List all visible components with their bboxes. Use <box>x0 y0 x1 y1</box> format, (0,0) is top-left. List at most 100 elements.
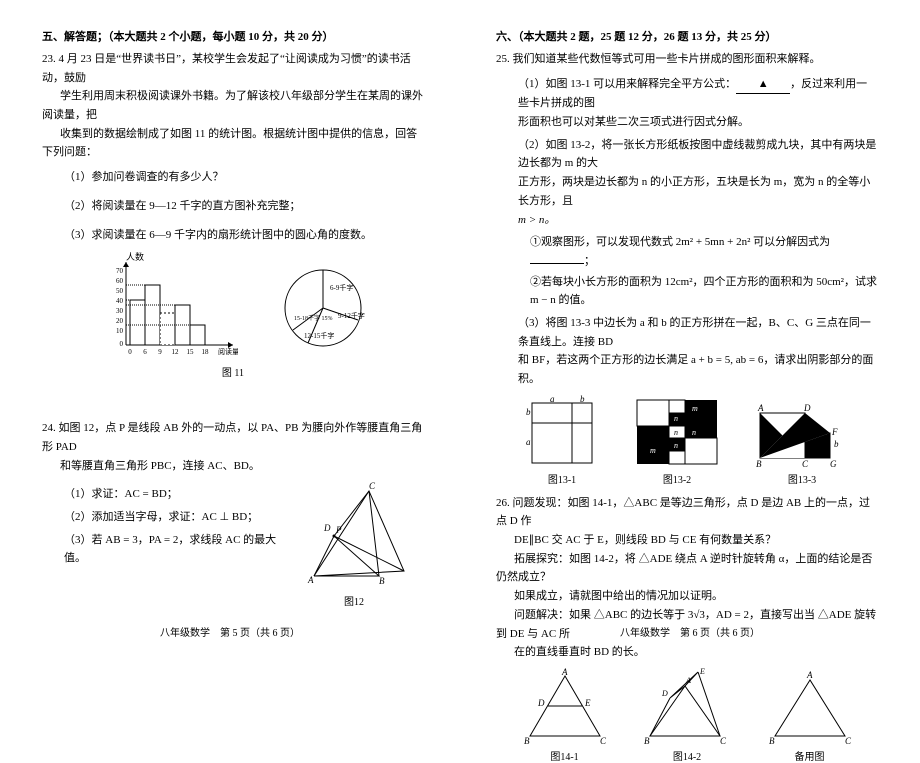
q25-s1: （1）如图 13-1 可以用来解释完全平方公式：▲，反过来利用一些卡片拼成的图 … <box>496 75 878 132</box>
q24-s2: （2）添加适当字母，求证：AC ⊥ BD； <box>42 508 284 527</box>
blank-2 <box>530 254 584 264</box>
q24-num: 24. <box>42 422 56 434</box>
page-6: 六、（本大题共 2 题，25 题 12 分，26 题 13 分，共 25 分） … <box>460 0 920 651</box>
fig12-label: 图12 <box>284 593 424 608</box>
svg-text:D: D <box>323 523 331 533</box>
svg-text:C: C <box>845 736 852 746</box>
svg-text:n: n <box>674 428 678 437</box>
q23-line2: 学生利用周末积极阅读课外书籍。为了解该校八年级部分学生在某周的课外阅读量，把 <box>42 90 423 121</box>
q23-s2: （2）将阅读量在 9—12 千字的直方图补充完整； <box>42 197 424 216</box>
svg-text:b: b <box>580 395 585 404</box>
q25-num: 25. <box>496 53 510 65</box>
q23-num: 23. <box>42 53 56 65</box>
svg-text:6-9千字: 6-9千字 <box>330 283 353 292</box>
svg-text:9-12千字: 9-12千字 <box>338 311 365 320</box>
svg-text:A: A <box>757 403 764 413</box>
svg-text:0: 0 <box>120 340 124 348</box>
q25-s2f: ②若每块小长方形的面积为 12cm²，四个正方形的面积和为 50cm²，试求 m… <box>496 273 878 310</box>
svg-text:n: n <box>674 441 678 450</box>
svg-text:m: m <box>650 446 656 455</box>
svg-text:E: E <box>699 668 705 676</box>
fig12: C D P A B <box>284 481 424 591</box>
q24-s1: （1）求证：AC = BD； <box>42 485 284 504</box>
svg-text:A: A <box>806 670 813 680</box>
svg-text:B: B <box>524 736 530 746</box>
q24-s3: （3）若 AB = 3，PA = 2，求线段 AC 的最大值。 <box>42 531 284 568</box>
bar-chart: 人数 70 60 50 40 30 20 10 0 <box>88 250 238 360</box>
svg-text:C: C <box>600 736 607 746</box>
svg-text:b: b <box>526 407 531 417</box>
q23-s1: （1）参加问卷调查的有多少人？ <box>42 168 424 187</box>
q23: 23. 4 月 23 日是“世界读书日”，某校学生会发起了“让阅读成为习惯”的读… <box>42 50 424 162</box>
q23-line1: 4 月 23 日是“世界读书日”，某校学生会发起了“让阅读成为习惯”的读书活动，… <box>42 53 411 84</box>
svg-text:a: a <box>550 395 555 404</box>
bar-ylab: 人数 <box>126 251 144 262</box>
svg-text:10: 10 <box>116 327 124 335</box>
svg-text:D: D <box>661 689 668 698</box>
fig13-row: a b b a 图13-1 m n n n n m 图13-2 <box>496 395 878 486</box>
q25: 25. 我们知道某些代数恒等式可用一些卡片拼成的图形面积来解释。 <box>496 50 878 69</box>
svg-text:A: A <box>685 676 691 685</box>
fig14-1: A D E B C 图14-1 <box>520 668 610 763</box>
svg-text:m: m <box>692 404 698 413</box>
fig12-wrap: C D P A B 图12 <box>284 481 424 608</box>
svg-text:A: A <box>307 575 314 585</box>
q23-line3: 收集到的数据绘制成了如图 11 的统计图。根据统计图中提供的信息，回答下列问题： <box>42 128 417 159</box>
bar-xticks: 0 6 9 12 15 18 <box>128 348 209 356</box>
q25-s3: （3）将图 13-3 中边长为 a 和 b 的正方形拼在一起，B、C、G 三点在… <box>496 314 878 389</box>
svg-text:b: b <box>834 439 839 449</box>
svg-text:P: P <box>335 525 342 535</box>
section6-head: 六、（本大题共 2 题，25 题 12 分，26 题 13 分，共 25 分） <box>496 28 878 44</box>
fig11-row: 人数 70 60 50 40 30 20 10 0 <box>42 250 424 360</box>
svg-text:15: 15 <box>187 348 195 356</box>
fig14-2: A D E B C 图14-2 <box>640 668 735 763</box>
svg-text:9: 9 <box>158 348 162 356</box>
q24-line1: 如图 12，点 P 是线段 AB 外的一动点，以 PA、PB 为腰向外作等腰直角… <box>42 422 422 453</box>
svg-text:18: 18 <box>202 348 210 356</box>
svg-text:n: n <box>674 414 678 423</box>
svg-text:0: 0 <box>128 348 132 356</box>
svg-text:70: 70 <box>116 267 124 275</box>
fig14-row: A D E B C 图14-1 A D E B C 图14-2 <box>496 668 878 763</box>
blank-1: ▲ <box>736 75 790 95</box>
svg-text:40: 40 <box>116 297 124 305</box>
q23-s3: （3）求阅读量在 6—9 千字内的扇形统计图中的圆心角的度数。 <box>42 226 424 245</box>
svg-text:20: 20 <box>116 317 124 325</box>
svg-text:C: C <box>720 736 727 746</box>
footer-right: 八年级数学 第 6 页（共 6 页） <box>460 624 920 639</box>
svg-text:F: F <box>831 427 838 437</box>
svg-text:G: G <box>830 459 837 469</box>
svg-text:12-15千字: 12-15千字 <box>304 331 334 340</box>
svg-text:15-18千字 15%: 15-18千字 15% <box>294 314 333 322</box>
bar-yticks: 70 60 50 40 30 20 10 0 <box>116 267 124 348</box>
fig13-3: A D F b B C G 图13-3 <box>752 395 852 486</box>
page-5: 五、解答题；（本大题共 2 个小题，每小题 10 分，共 20 分） 23. 4… <box>0 0 460 651</box>
fig14-spare: A B C 备用图 <box>765 668 855 763</box>
pie-chart: 6-9千字 9-12千字 15-18千字 15% 12-15千字 <box>268 260 378 360</box>
svg-text:n: n <box>692 428 696 437</box>
q24: 24. 如图 12，点 P 是线段 AB 外的一动点，以 PA、PB 为腰向外作… <box>42 419 424 475</box>
svg-text:B: B <box>756 459 762 469</box>
svg-text:B: B <box>644 736 650 746</box>
q25-s2d: ①观察图形，可以发现代数式 2m² + 5mn + 2n² 可以分解因式为； <box>496 233 878 270</box>
fig13-2: m n n n n m 图13-2 <box>632 395 722 486</box>
fig13-1: a b b a 图13-1 <box>522 395 602 486</box>
q24-line2: 和等腰直角三角形 PBC，连接 AC、BD。 <box>42 460 260 472</box>
svg-text:6: 6 <box>143 348 147 356</box>
fig11-label: 图 11 <box>42 364 424 379</box>
svg-text:50: 50 <box>116 287 124 295</box>
q26-num: 26. <box>496 497 510 509</box>
svg-text:60: 60 <box>116 277 124 285</box>
svg-text:C: C <box>802 459 809 469</box>
svg-text:30: 30 <box>116 307 124 315</box>
svg-text:12: 12 <box>172 348 180 356</box>
svg-text:A: A <box>561 668 568 677</box>
q25-intro: 我们知道某些代数恒等式可用一些卡片拼成的图形面积来解释。 <box>513 53 821 65</box>
svg-text:B: B <box>379 576 385 586</box>
section5-head: 五、解答题；（本大题共 2 个小题，每小题 10 分，共 20 分） <box>42 28 424 44</box>
footer-left: 八年级数学 第 5 页（共 6 页） <box>0 624 460 639</box>
q25-s2: （2）如图 13-2，将一张长方形纸板按图中虚线裁剪成九块，其中有两块是边长都为… <box>496 136 878 229</box>
svg-text:D: D <box>537 698 545 708</box>
svg-text:B: B <box>769 736 775 746</box>
svg-text:a: a <box>526 437 531 447</box>
